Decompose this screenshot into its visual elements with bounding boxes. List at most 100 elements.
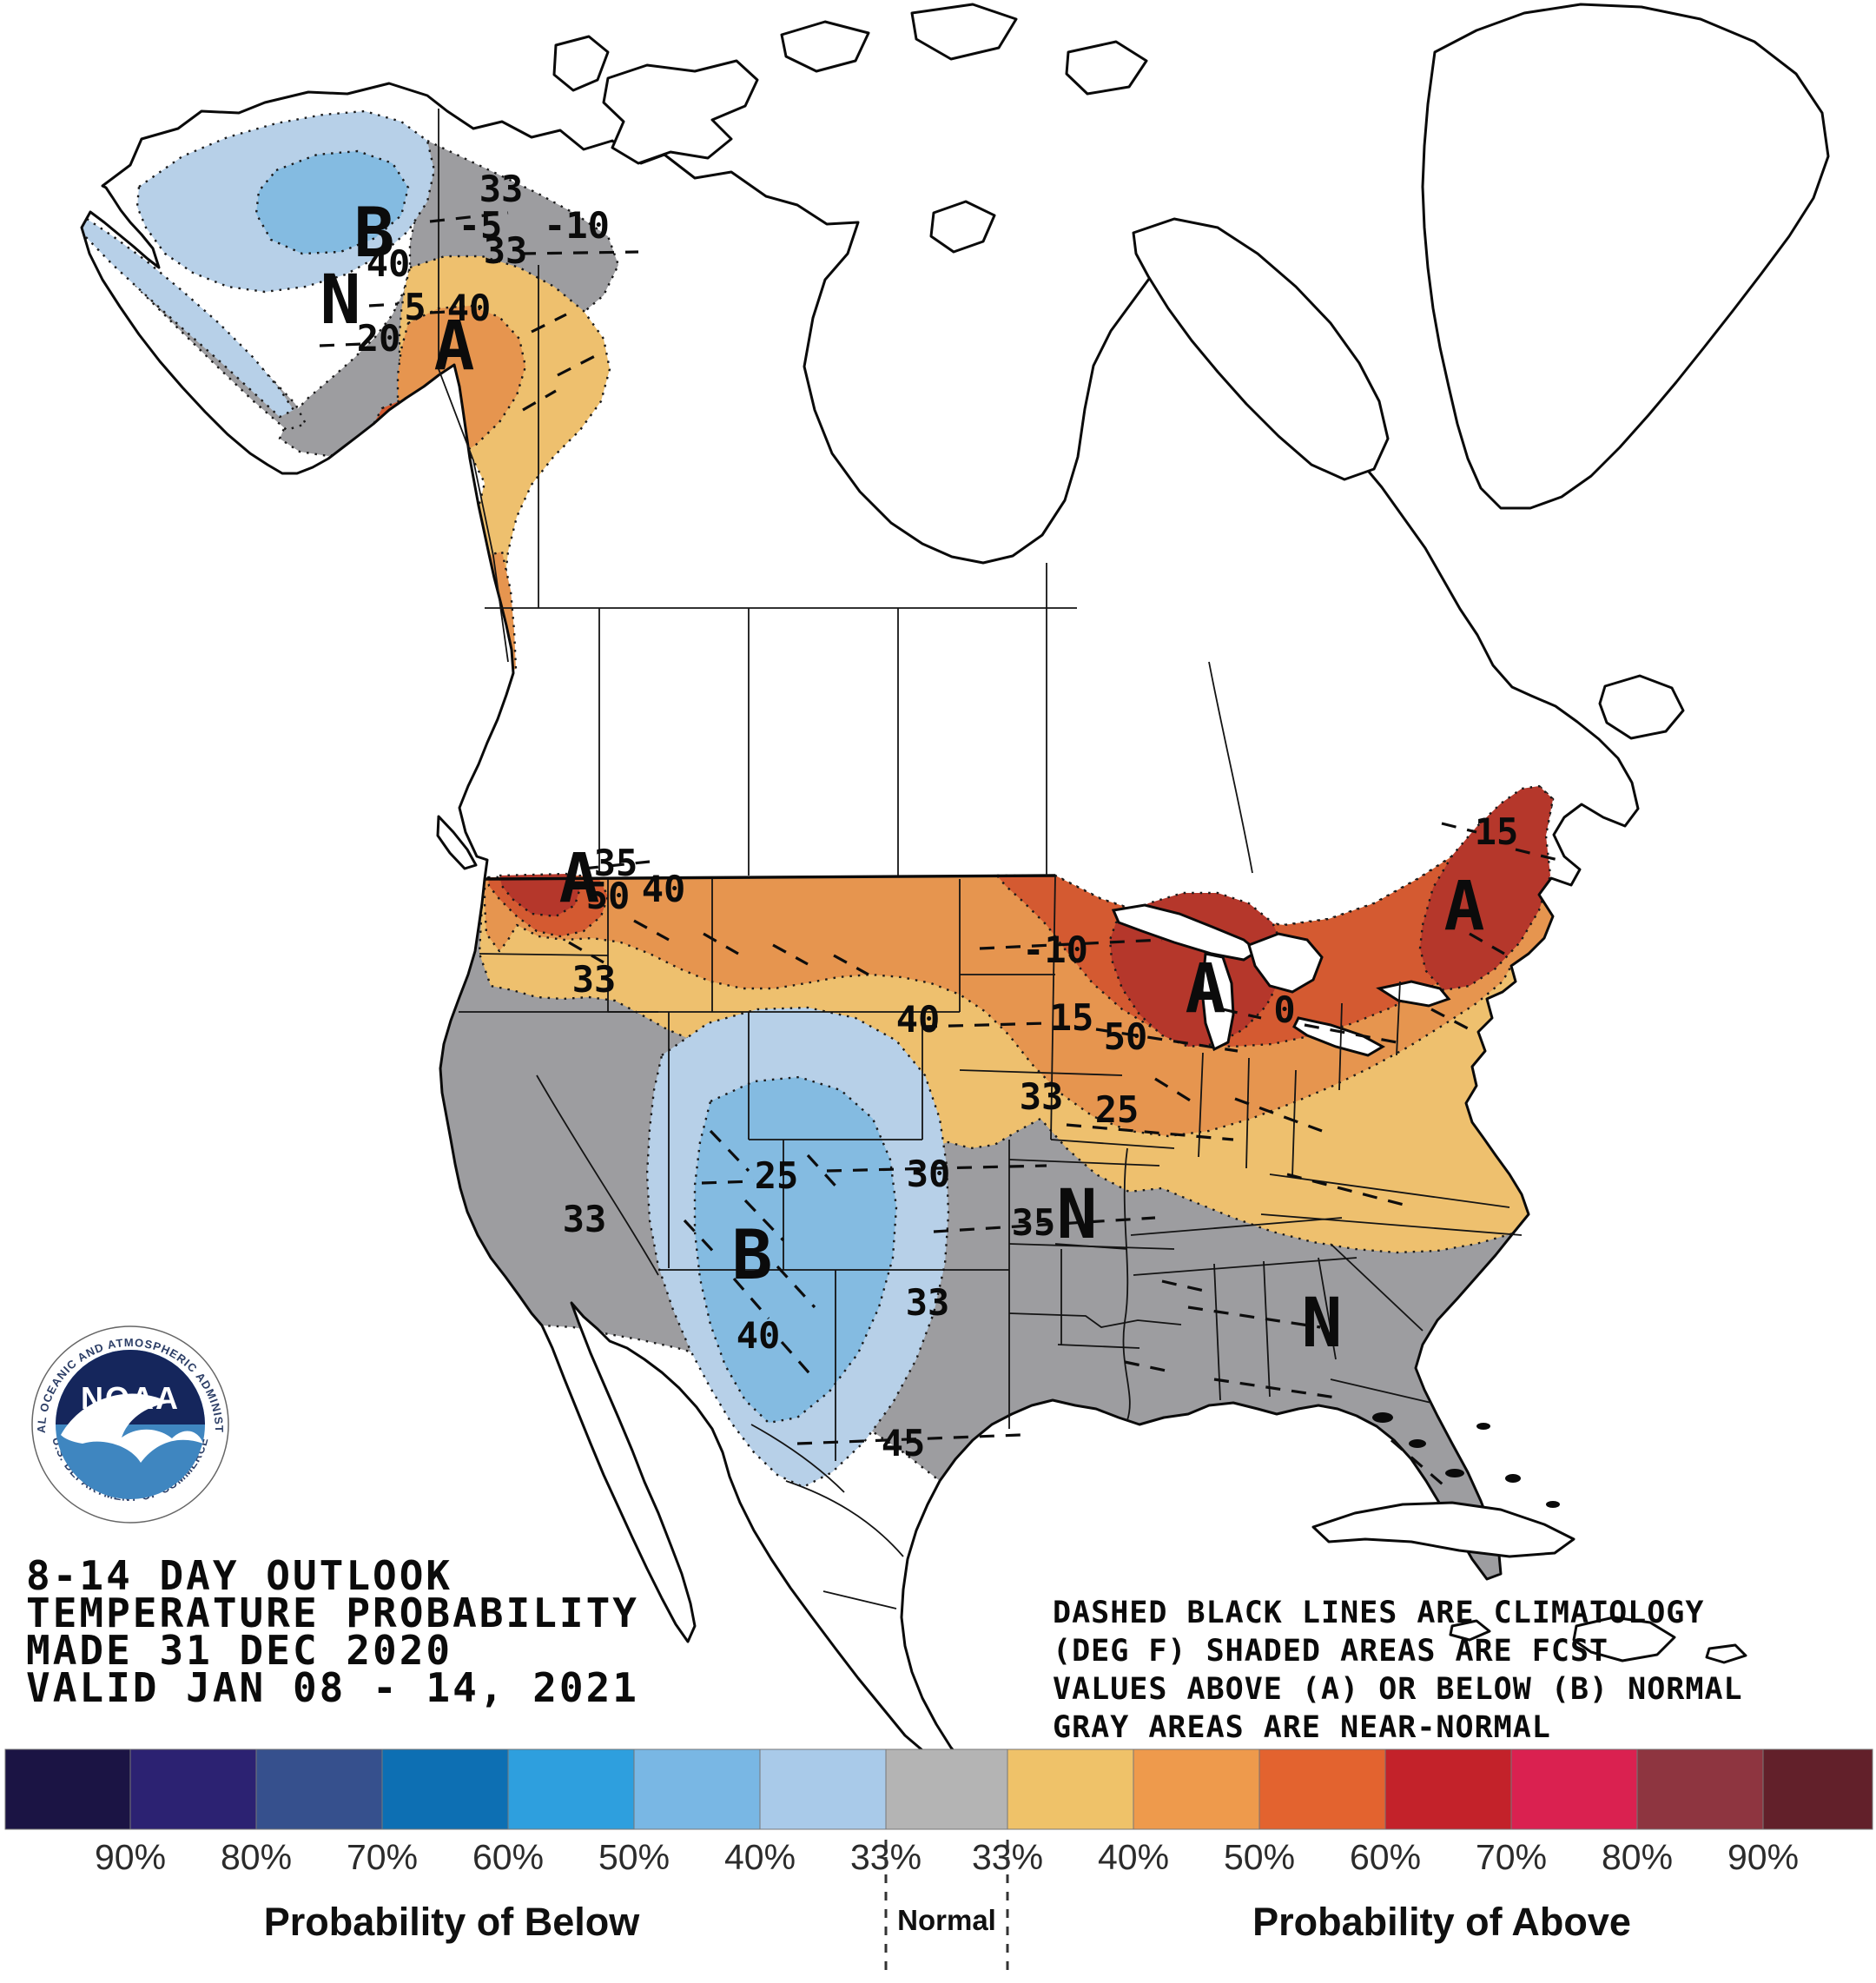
banks-island (552, 35, 610, 92)
above-normal-letter-newengland: A (1444, 868, 1485, 946)
title-line-3: MADE 31 DEC 2020 (26, 1627, 452, 1674)
note-block: DASHED BLACK LINES ARE CLIMATOLOGY (DEG … (1053, 1596, 1743, 1745)
normal-caption: Normal (897, 1904, 996, 1936)
title-block: 8-14 DAY OUTLOOK TEMPERATURE PROBABILITY… (26, 1552, 639, 1711)
note-line-2: (DEG F) SHADED AREAS ARE FCST (1053, 1634, 1608, 1669)
contour-label: 33 (484, 229, 528, 272)
above-60-70-pnw-core (498, 872, 582, 918)
climo-label: 25 (1095, 1088, 1139, 1131)
climo-label: 20 (357, 317, 401, 360)
below-tick-50: 50% (598, 1837, 670, 1877)
us-canada-border (484, 874, 1056, 881)
below-tick-80: 80% (221, 1837, 292, 1877)
colorbar-segment (759, 1748, 887, 1830)
contour-label: 33 (479, 168, 524, 210)
below-tick-70: 70% (347, 1837, 418, 1877)
bahamas-speck-4 (1476, 1423, 1490, 1430)
climatology-dashed-lines (319, 211, 1566, 1491)
above-tick-80: 80% (1602, 1837, 1673, 1877)
newfoundland (1598, 674, 1685, 740)
lake-huron (1247, 932, 1324, 994)
colorbar-segment (381, 1748, 509, 1830)
arctic-island-2 (910, 3, 1018, 61)
climo-label: 45 (882, 1422, 926, 1464)
lake-michigan (1200, 952, 1235, 1052)
alaska-canada-border (438, 109, 509, 663)
aleutian-below-strip (82, 217, 295, 419)
greenland (1421, 3, 1830, 510)
below-caption: Probability of Below (264, 1900, 641, 1944)
note-line-1: DASHED BLACK LINES ARE CLIMATOLOGY (1053, 1596, 1704, 1630)
contour-label: 33 (572, 958, 617, 1001)
above-caption: Probability of Above (1252, 1900, 1631, 1944)
climo-label: 15 (1050, 996, 1094, 1039)
contour-label: 40 (447, 287, 492, 329)
arctic-island-1 (780, 20, 870, 73)
probability-colorbar: 90% 80% 70% 60% 50% 40% 33% 33% 40% 50% … (4, 1748, 1873, 1973)
islands (436, 3, 1830, 1664)
noaa-seagull-icon (61, 1393, 203, 1463)
map-labels: 33 -5 -10 33 B 40 N 5 40 20 A A 35 50 40… (320, 168, 1519, 1464)
victoria-island (602, 59, 759, 165)
colorbar-segment (4, 1748, 131, 1830)
contour-label: 33 (563, 1198, 607, 1240)
below-tick-90: 90% (95, 1837, 166, 1877)
above-normal-letter-alaska: A (434, 307, 475, 386)
colorbar-segment (1258, 1748, 1386, 1830)
southampton-island (929, 200, 996, 254)
contour-label: 40 (642, 868, 686, 910)
climo-label: -5 (459, 204, 503, 247)
colorbar-segment (1762, 1748, 1873, 1830)
alaska-below-40-50-core (254, 149, 410, 255)
below-normal-letter-alaska: B (354, 195, 395, 273)
bahamas-speck-5 (1505, 1474, 1521, 1483)
colorbar-segment (129, 1748, 257, 1830)
contour-label: 50 (1104, 1015, 1148, 1058)
political-borders (438, 109, 1523, 1610)
climo-label: 35 (594, 842, 638, 884)
contour-label: 40 (737, 1314, 781, 1357)
noaa-wordmark: NOAA (81, 1380, 180, 1416)
baffin-island (1132, 217, 1390, 481)
bahamas-speck-6 (1546, 1501, 1560, 1508)
contour-label: 50 (586, 875, 631, 917)
below-normal-letter-southwest: B (732, 1217, 773, 1295)
near-normal-letter-alaska: N (320, 261, 361, 340)
above-tick-90: 90% (1727, 1837, 1799, 1877)
title-line-4: VALID JAN 08 - 14, 2021 (26, 1664, 639, 1711)
southwest-below-40-50-core (693, 1075, 898, 1424)
colorbar-segment (1384, 1748, 1512, 1830)
bahamas-speck-3 (1445, 1469, 1464, 1477)
vancouver-island (436, 815, 478, 870)
below-tick-40: 40% (724, 1837, 796, 1877)
arctic-island-3 (1065, 40, 1148, 96)
colorbar-segment (255, 1748, 383, 1830)
jamaica (1449, 1619, 1491, 1642)
title-line-1: 8-14 DAY OUTLOOK (26, 1552, 452, 1599)
above-tick-70: 70% (1476, 1837, 1547, 1877)
title-line-2: TEMPERATURE PROBABILITY (26, 1590, 639, 1636)
contour-label: 33 (906, 1281, 950, 1324)
bahamas-speck-1 (1372, 1412, 1393, 1423)
colorbar-segment (885, 1748, 1008, 1830)
climo-label: 0 (1273, 988, 1295, 1031)
colorbar-segment (1133, 1748, 1260, 1830)
great-lakes (1111, 903, 1451, 1057)
colorbar-segment (1007, 1748, 1134, 1830)
climo-label: -10 (544, 204, 610, 247)
puerto-rico (1705, 1643, 1747, 1664)
above-tick-60: 60% (1350, 1837, 1421, 1877)
cuba (1311, 1501, 1575, 1558)
above-tick-40: 40% (1098, 1837, 1169, 1877)
note-line-3: VALUES ABOVE (A) OR BELOW (B) NORMAL (1053, 1672, 1743, 1707)
note-line-4: GRAY AREAS ARE NEAR-NORMAL (1053, 1710, 1551, 1745)
near-normal-letter-southeast: N (1302, 1285, 1343, 1363)
climo-label: 35 (1012, 1201, 1056, 1244)
climo-label: 15 (1475, 810, 1519, 853)
contour-label: 40 (896, 998, 941, 1041)
above-normal-letter-greatlakes: A (1186, 950, 1226, 1028)
colorbar-segment (1510, 1748, 1638, 1830)
hispaniola (1572, 1616, 1676, 1662)
